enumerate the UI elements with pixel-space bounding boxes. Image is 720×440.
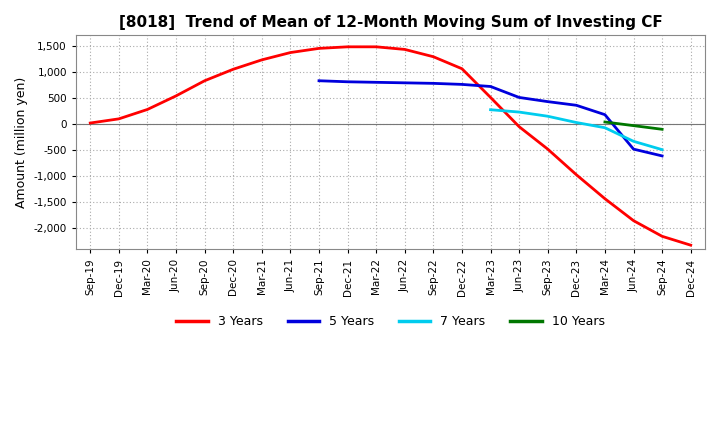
Legend: 3 Years, 5 Years, 7 Years, 10 Years: 3 Years, 5 Years, 7 Years, 10 Years [171,310,610,333]
Title: [8018]  Trend of Mean of 12-Month Moving Sum of Investing CF: [8018] Trend of Mean of 12-Month Moving … [119,15,662,30]
Y-axis label: Amount (million yen): Amount (million yen) [15,77,28,208]
